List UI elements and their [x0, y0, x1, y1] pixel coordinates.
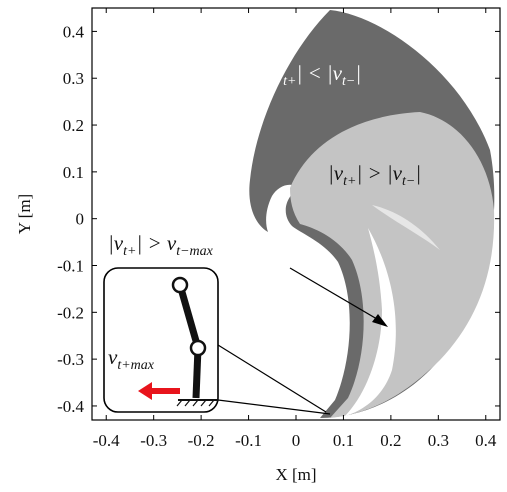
- regions: [249, 10, 495, 418]
- y-tick-label: 0.2: [63, 116, 84, 135]
- hatch: [176, 399, 215, 407]
- x-tick-label: -0.4: [93, 431, 120, 450]
- y-tick-label: -0.2: [57, 303, 84, 322]
- y-tick-label: -0.1: [57, 257, 84, 276]
- annotation-subscript: t+max: [117, 358, 154, 373]
- x-axis-label: X [m]: [275, 465, 316, 484]
- annotation: |vt+| < |vt−|: [268, 61, 361, 89]
- link: [176, 284, 202, 349]
- inset-box: [103, 267, 219, 413]
- region-light: [290, 112, 495, 418]
- inset: [103, 267, 331, 415]
- pointer-head: [372, 314, 388, 327]
- annotation-subscript: t+: [123, 244, 136, 259]
- x-tick-label: 0.3: [428, 431, 449, 450]
- x-tick-label: 0.1: [333, 431, 354, 450]
- annotation-subscript: t+: [283, 74, 296, 89]
- x-tick-label: 0: [292, 431, 301, 450]
- y-axis-label: Y [m]: [15, 194, 34, 234]
- y-tick-label: -0.4: [57, 397, 84, 416]
- y-tick-label: 0.3: [63, 69, 84, 88]
- y-tick-label: 0.1: [63, 163, 84, 182]
- x-tick-label: -0.2: [188, 431, 215, 450]
- callout-line: [217, 344, 327, 413]
- annotations: |vt+| < |vt−||vt+| > |vt−||vt+| > vt−max…: [108, 61, 421, 373]
- axes: -0.4 -0.3 -0.2 -0.1 0 0.1 0.2 0.3 0.4 -0.4 -0.3 -0.…: [15, 7, 501, 484]
- annotation-subscript: t−: [342, 74, 355, 89]
- annotation: |vt+| > |vt−|: [328, 161, 421, 189]
- annotation-text: | > |v: [356, 161, 402, 185]
- region-streak: [372, 205, 440, 250]
- x-tick-label: 0.4: [475, 431, 497, 450]
- annotation-text: |v: [328, 161, 344, 185]
- x-tick-label: 0.2: [380, 431, 401, 450]
- region-white: [345, 228, 396, 416]
- annotation-subscript: t−: [402, 174, 415, 189]
- y-tick-label: 0: [76, 210, 85, 229]
- callout-line: [217, 399, 331, 415]
- annotation-text: | > v: [136, 231, 176, 255]
- link: [192, 347, 202, 399]
- annotation-text: |v: [268, 61, 284, 85]
- annotation-text: |: [415, 161, 421, 185]
- annotation: vt+max: [108, 345, 155, 373]
- joint: [171, 276, 189, 294]
- annotation-text: | < |v: [296, 61, 342, 85]
- annotation-subscript: t+: [343, 174, 356, 189]
- joint: [189, 339, 207, 357]
- annotation-text: |: [355, 61, 361, 85]
- annotation-text: v: [108, 345, 118, 369]
- x-tick-label: -0.1: [235, 431, 262, 450]
- x-tick-label: -0.3: [140, 431, 167, 450]
- annotation: |vt+| > vt−max: [108, 231, 214, 259]
- pointer-line: [289, 267, 383, 323]
- annotation-text: |v: [108, 231, 124, 255]
- annotation-subscript: t−max: [176, 244, 213, 259]
- y-tick-label: 0.4: [63, 22, 85, 41]
- y-tick-label: -0.3: [57, 350, 84, 369]
- force-arrow: [138, 382, 180, 400]
